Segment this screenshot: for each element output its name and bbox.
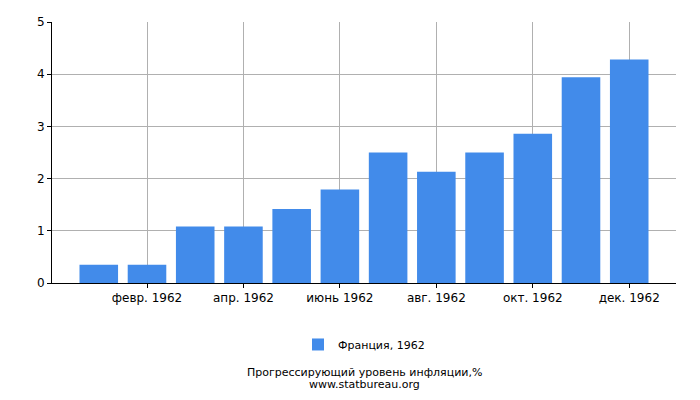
svg-text:2: 2 — [37, 172, 45, 186]
svg-text:июнь 1962: июнь 1962 — [306, 291, 373, 305]
svg-text:апр. 1962: апр. 1962 — [213, 291, 274, 305]
svg-text:4: 4 — [37, 67, 45, 81]
svg-text:авг. 1962: авг. 1962 — [407, 291, 466, 305]
svg-text:1: 1 — [37, 224, 45, 238]
svg-text:Франция, 1962: Франция, 1962 — [338, 339, 425, 352]
svg-text:3: 3 — [37, 120, 45, 134]
svg-text:окт. 1962: окт. 1962 — [503, 291, 563, 305]
svg-text:www.statbureau.org: www.statbureau.org — [309, 378, 420, 391]
svg-text:дек. 1962: дек. 1962 — [599, 291, 660, 305]
svg-text:0: 0 — [37, 276, 45, 290]
svg-text:5: 5 — [37, 15, 45, 29]
svg-text:февр. 1962: февр. 1962 — [112, 291, 183, 305]
svg-text:Прогрессирующий уровень инфляц: Прогрессирующий уровень инфляции,% — [247, 366, 482, 379]
